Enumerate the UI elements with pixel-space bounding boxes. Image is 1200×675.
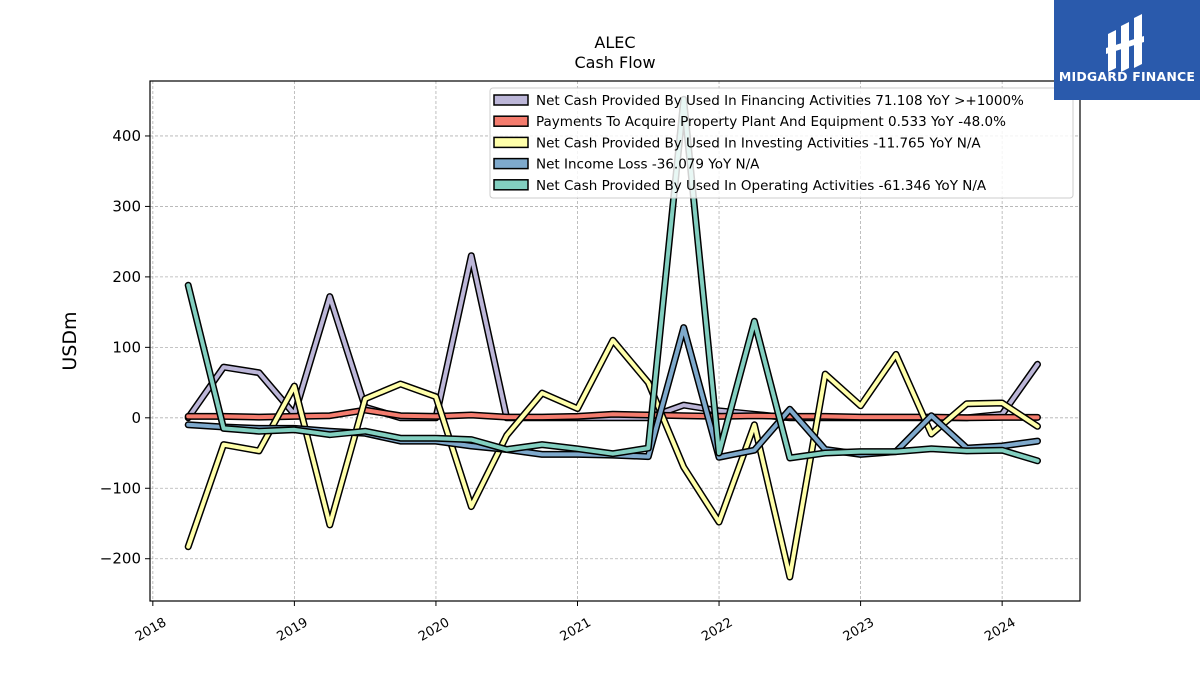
series-line-outline xyxy=(184,336,1041,581)
legend-label: Payments To Acquire Property Plant And E… xyxy=(536,114,1006,130)
x-tick-label: 2024 xyxy=(982,615,1018,645)
series-line xyxy=(186,338,1040,579)
legend-box xyxy=(489,87,1074,199)
x-tick-label: 2019 xyxy=(275,615,311,645)
series-2 xyxy=(184,336,1041,581)
legend-label: Net Cash Provided By Used In Financing A… xyxy=(536,93,1024,109)
legend: Net Cash Provided By Used In Financing A… xyxy=(489,87,1074,199)
x-tick-label: 2018 xyxy=(133,615,169,645)
series-lines xyxy=(184,95,1041,581)
y-tick-label: 200 xyxy=(112,268,141,286)
chart-title: ALEC xyxy=(594,33,635,52)
plot-frame xyxy=(149,80,1081,602)
x-tick-label: 2020 xyxy=(416,615,452,645)
legend-swatch xyxy=(493,115,529,127)
y-tick-label: −100 xyxy=(100,479,141,497)
chart-subtitle: Cash Flow xyxy=(574,53,655,72)
logo-text: MIDGARD FINANCE xyxy=(1059,69,1195,84)
x-tick-label: 2021 xyxy=(558,615,594,645)
y-axis-label: USDm xyxy=(59,311,81,370)
x-tick-label: 2023 xyxy=(841,615,877,645)
legend-swatch xyxy=(493,179,529,191)
series-4 xyxy=(184,95,1041,465)
legend-swatch xyxy=(493,136,529,149)
series-line xyxy=(186,408,1040,420)
logo-mark-icon xyxy=(1106,14,1144,72)
y-tick-label: 0 xyxy=(131,409,141,427)
legend-swatch xyxy=(493,157,529,170)
y-tick-label: 100 xyxy=(112,338,141,356)
legend-swatch xyxy=(493,94,529,106)
y-tick-label: −200 xyxy=(100,550,141,568)
legend-label: Net Cash Provided By Used In Operating A… xyxy=(536,178,987,194)
legend-label: Net Income Loss -36.079 YoY N/A xyxy=(536,157,760,173)
x-tick-label: 2022 xyxy=(699,615,735,645)
y-tick-label: 400 xyxy=(112,127,141,145)
series-line xyxy=(186,97,1040,463)
brand-logo: MIDGARD FINANCE xyxy=(1054,0,1200,100)
series-1 xyxy=(184,406,1041,422)
axes: −200 −100 0 100 200 300 400 2018 2019 2020 2021 202… xyxy=(100,127,1019,645)
legend-label: Net Cash Provided By Used In Investing A… xyxy=(536,135,981,151)
y-tick-label: 300 xyxy=(112,197,141,215)
